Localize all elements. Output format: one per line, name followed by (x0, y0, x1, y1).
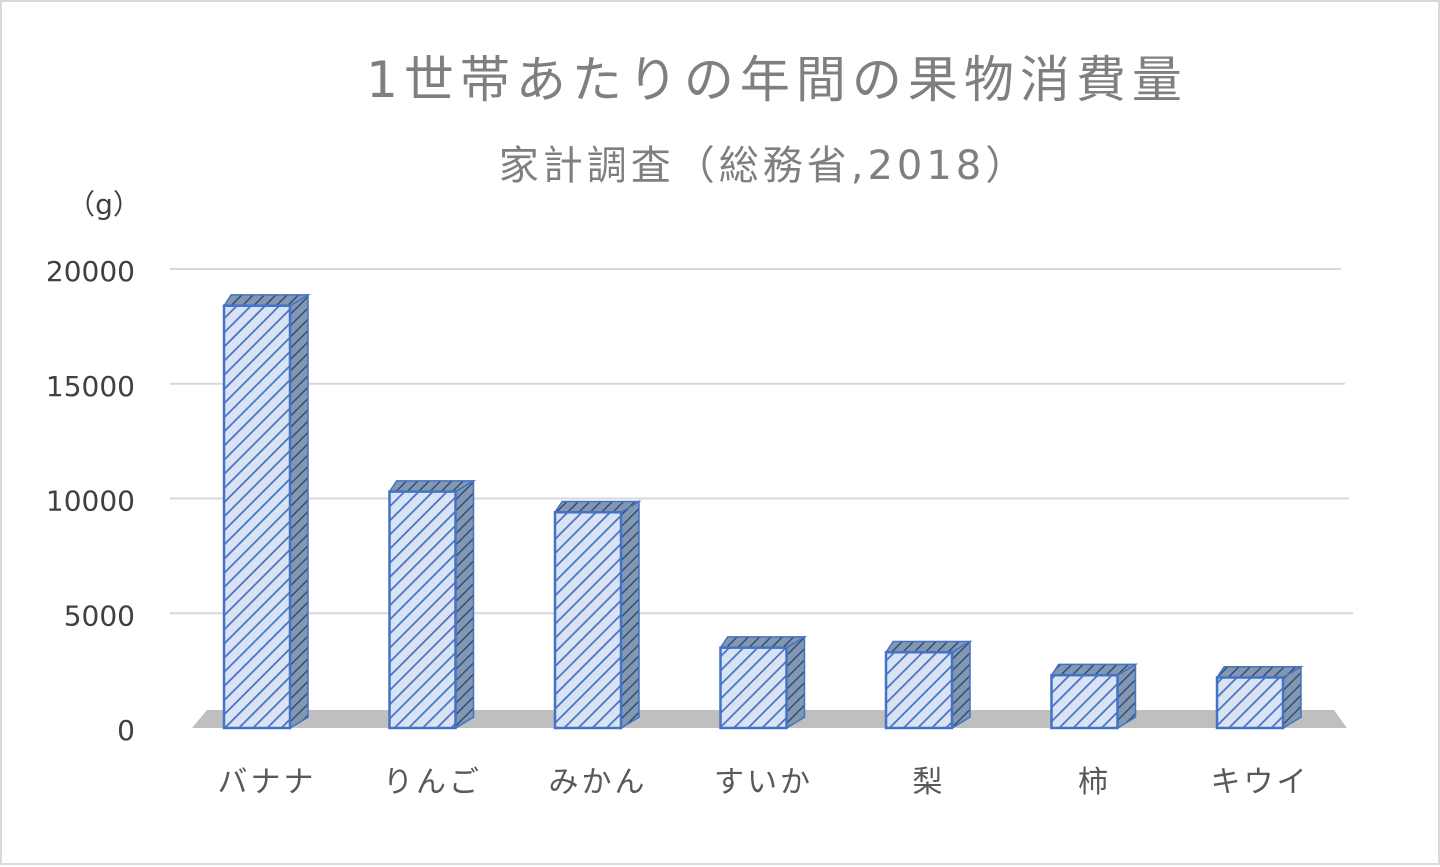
x-tick-label: みかん (549, 765, 648, 800)
x-tick-label: 梨 (913, 765, 946, 800)
y-axis-unit-label: （g） (67, 188, 141, 221)
bar-front (884, 651, 954, 730)
bar-front (222, 304, 292, 730)
bar-side (454, 479, 475, 730)
bar (553, 500, 642, 730)
y-tick-label: 5000 (64, 599, 135, 632)
bar (388, 479, 477, 730)
y-axis-ticks: 0 5000 10000 15000 20000 (46, 255, 135, 747)
chart-title: 1世帯あたりの年間の果物消費量 (366, 51, 1188, 109)
x-axis-categories: バナナ りんご みかん すいか 梨 柿 キウイ (218, 765, 1310, 800)
grid-lines (170, 268, 1353, 615)
bar (1215, 665, 1304, 730)
x-tick-label: りんご (383, 765, 482, 800)
bar-front (1215, 676, 1285, 730)
x-tick-label: すいか (714, 765, 813, 800)
chart-subtitle: 家計調査（総務省,2018） (499, 143, 1030, 189)
bar-front (553, 511, 623, 730)
bar-side (289, 293, 309, 730)
x-tick-label: 柿 (1078, 765, 1111, 800)
y-tick-label: 0 (117, 714, 135, 747)
bars (222, 293, 1304, 730)
bar (1050, 663, 1139, 730)
bar-front (1050, 673, 1119, 730)
bar-side (785, 635, 806, 730)
x-tick-label: キウイ (1211, 765, 1310, 800)
bar-front (719, 646, 788, 730)
bar (222, 293, 311, 730)
y-tick-label: 10000 (46, 485, 135, 518)
y-tick-label: 15000 (46, 370, 135, 403)
bar (884, 640, 973, 730)
bar-front (388, 490, 457, 730)
bar (719, 635, 808, 730)
y-tick-label: 20000 (46, 255, 135, 288)
x-tick-label: バナナ (218, 765, 317, 800)
bar-side (620, 500, 640, 730)
bar-side (951, 640, 971, 730)
